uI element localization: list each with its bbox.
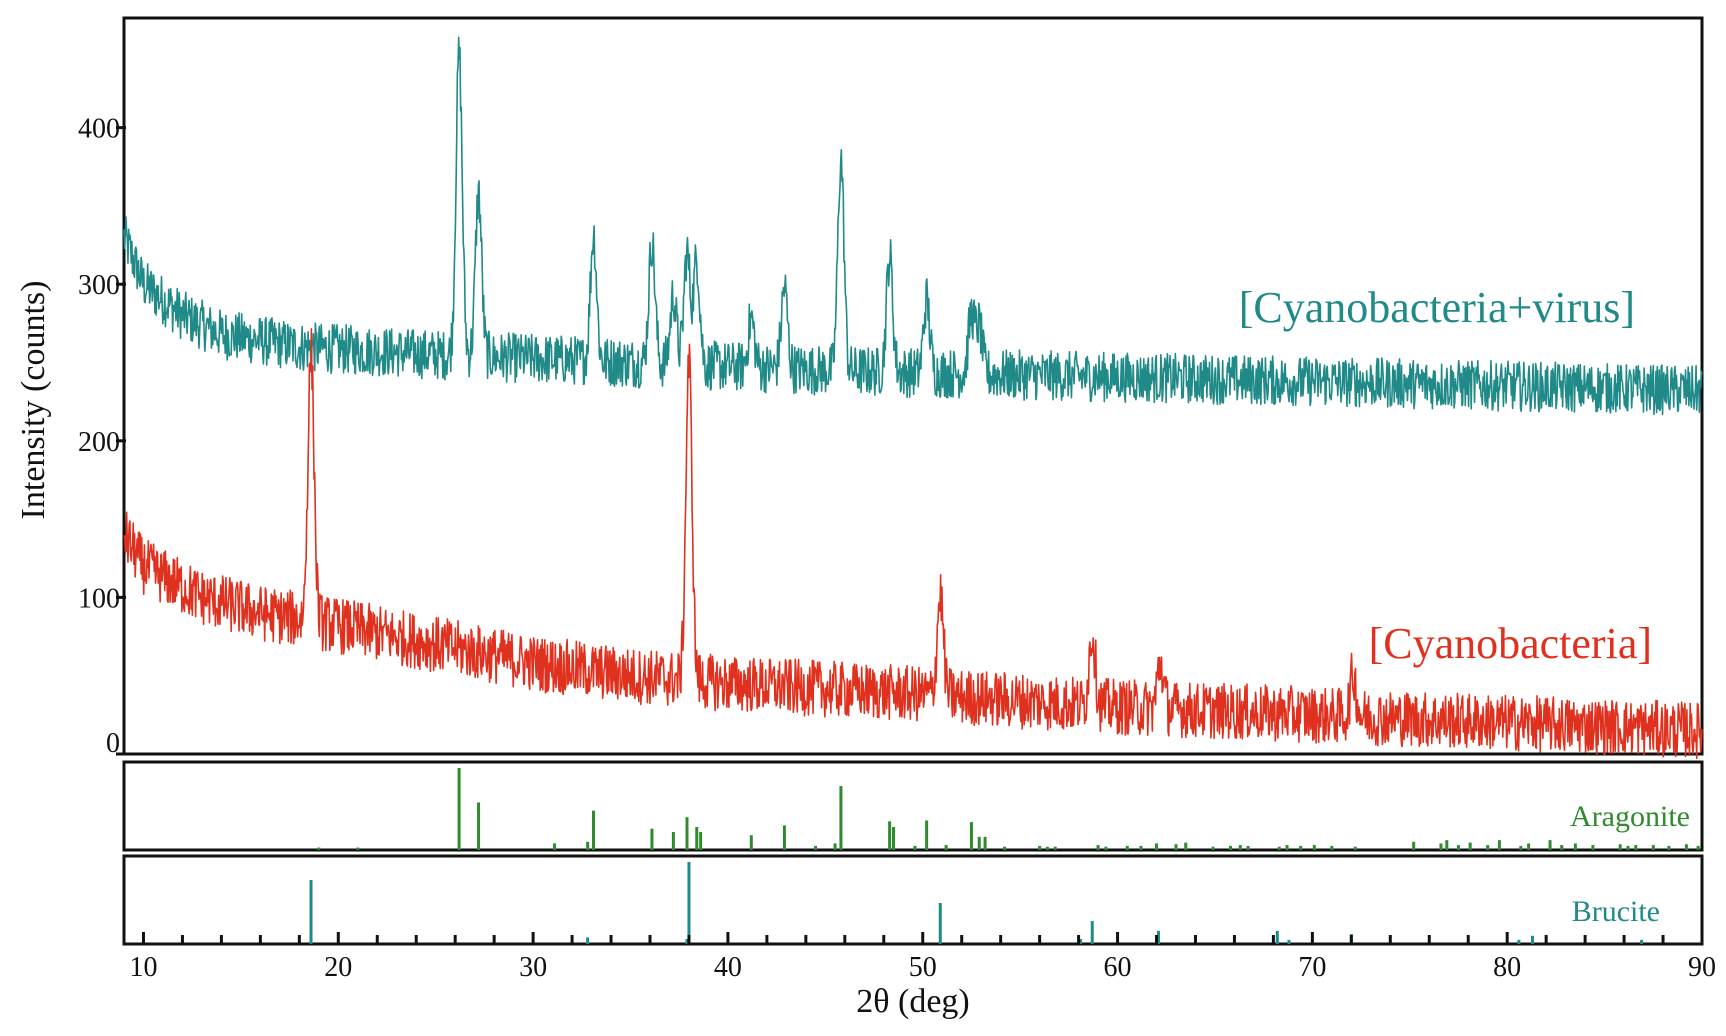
- y-tick-label-0: 0: [106, 728, 120, 759]
- y-tick-label-2: 200: [78, 427, 120, 458]
- x-tick-label-7: 80: [1493, 952, 1521, 983]
- series-label-cyanobacteria: [Cyanobacteria]: [1369, 619, 1652, 668]
- x-axis: 10 20 30 40 50 60 70 80 90: [129, 932, 1716, 983]
- x-tick-label-6: 70: [1298, 952, 1326, 983]
- reference-label-brucite: Brucite: [1572, 895, 1660, 928]
- series-line-0: [123, 36, 1703, 416]
- series-layer: [123, 36, 1703, 760]
- y-tick-label-3: 300: [78, 270, 120, 301]
- x-tick-label-2: 30: [519, 952, 547, 983]
- x-tick-label-3: 40: [714, 952, 742, 983]
- y-axis-title: Intensity (counts): [15, 281, 52, 520]
- y-tick-label-4: 400: [78, 114, 120, 145]
- y-axis: 0 100 200 300 400: [78, 114, 126, 759]
- y-tick-label-1: 100: [78, 583, 120, 614]
- x-tick-label-1: 20: [324, 952, 352, 983]
- brucite-panel-frame: [122, 854, 1704, 946]
- x-tick-label-0: 10: [129, 952, 157, 983]
- x-tick-label-4: 50: [909, 952, 937, 983]
- main-plot-frame: [122, 16, 1704, 756]
- x-tick-label-8: 90: [1688, 952, 1716, 983]
- aragonite-panel-frame: [122, 760, 1704, 852]
- x-axis-title: 2θ (deg): [856, 983, 970, 1020]
- x-tick-label-5: 60: [1104, 952, 1132, 983]
- reference-label-aragonite: Aragonite: [1570, 800, 1690, 833]
- series-label-cyanobacteria-virus: [Cyanobacteria+virus]: [1239, 283, 1635, 332]
- series-line-1: [123, 327, 1703, 760]
- reference-layer: [309, 768, 1704, 944]
